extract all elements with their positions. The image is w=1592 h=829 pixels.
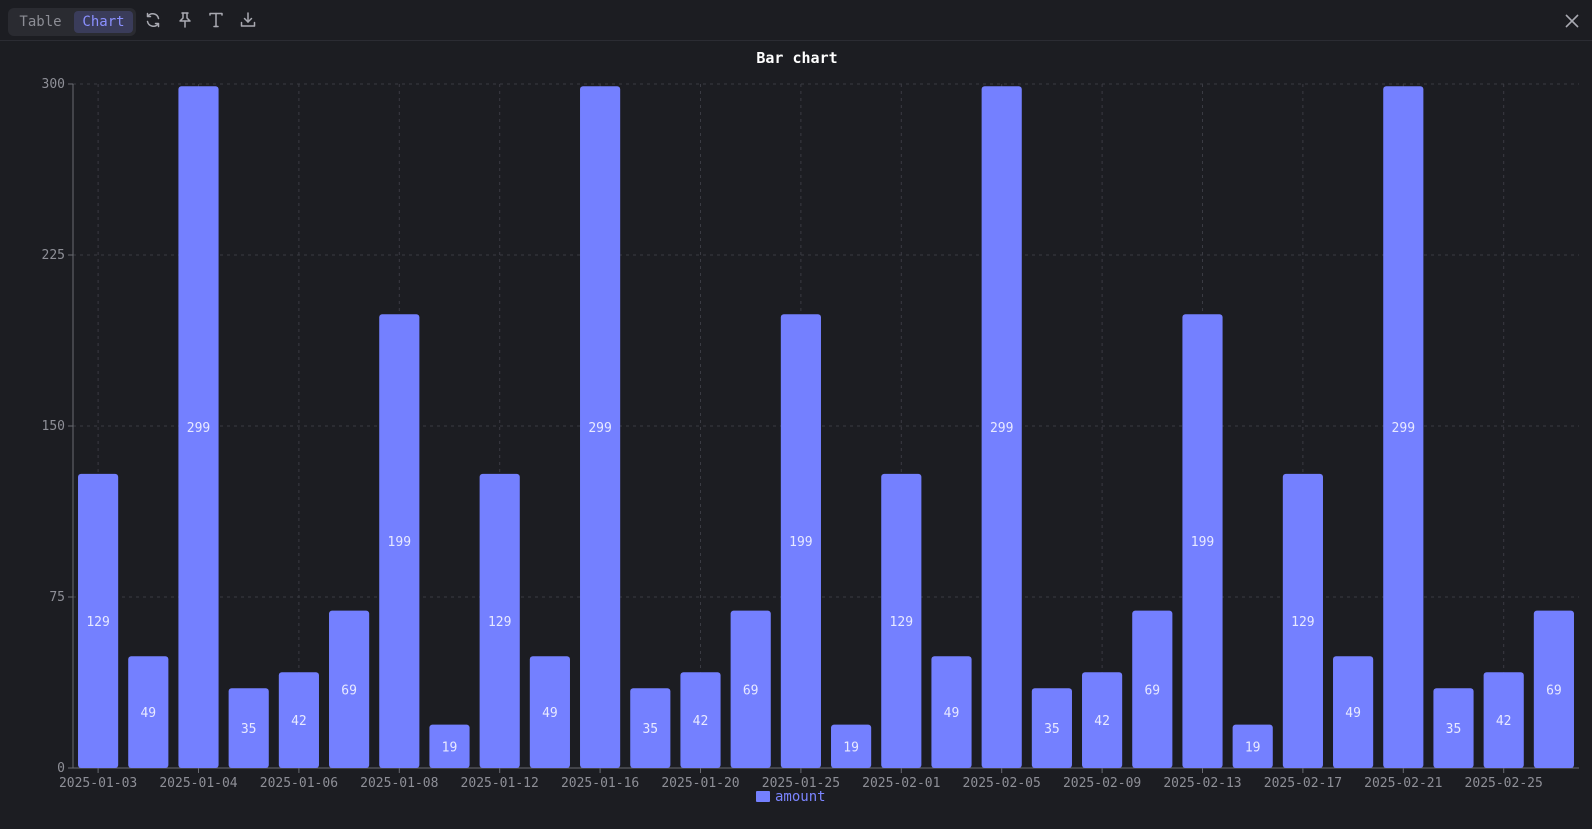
bar-value-label: 69	[1546, 683, 1562, 698]
bar	[529, 656, 570, 768]
bar-value-label: 69	[341, 683, 357, 698]
bar-value-label: 129	[86, 615, 109, 630]
x-tick-label: 2025-01-04	[159, 776, 237, 791]
y-tick-label: 0	[57, 761, 65, 776]
x-tick-label: 2025-01-20	[661, 776, 739, 791]
x-tick-label: 2025-02-25	[1465, 776, 1543, 791]
bar	[981, 86, 1022, 768]
bar	[1082, 672, 1123, 768]
bar	[680, 672, 721, 768]
bar-value-label: 35	[1446, 722, 1462, 737]
bar-value-label: 35	[1044, 722, 1060, 737]
bar-value-label: 19	[442, 740, 458, 755]
bar-value-label: 42	[1496, 714, 1512, 729]
x-tick-label: 2025-02-21	[1364, 776, 1442, 791]
bar-value-label: 299	[990, 421, 1013, 436]
bar-chart: 0 75 150 225 300 2025-01-03 2025-01-04 2025-01-…	[42, 49, 1579, 805]
legend-swatch	[756, 791, 770, 802]
bar-value-label: 129	[488, 615, 511, 630]
x-tick-label: 2025-01-25	[762, 776, 840, 791]
pin-icon[interactable]	[175, 10, 195, 30]
bar-value-label: 19	[1245, 740, 1261, 755]
download-icon[interactable]	[238, 10, 258, 30]
y-tick-label: 150	[42, 419, 65, 434]
bar-value-label: 49	[1345, 706, 1361, 721]
x-tick-label: 2025-02-13	[1163, 776, 1241, 791]
tab-chart[interactable]: Chart	[74, 11, 133, 33]
view-toggle: Table Chart	[8, 8, 136, 36]
refresh-icon[interactable]	[143, 10, 163, 30]
bar	[630, 688, 671, 768]
x-tick-label: 2025-01-03	[59, 776, 137, 791]
bar	[1232, 724, 1273, 768]
bar-value-label: 35	[642, 722, 658, 737]
close-icon[interactable]	[1562, 11, 1580, 29]
y-tick-label: 75	[49, 590, 65, 605]
bar	[780, 314, 821, 768]
bar	[379, 314, 420, 768]
bar	[78, 473, 119, 768]
bar	[278, 672, 319, 768]
bar-value-label: 49	[140, 706, 156, 721]
x-tick-label: 2025-01-06	[260, 776, 338, 791]
bar	[178, 86, 219, 768]
bar-value-label: 69	[743, 683, 759, 698]
chart-title: Bar chart	[756, 49, 837, 67]
bar	[1182, 314, 1223, 768]
bar	[1031, 688, 1072, 768]
bar-value-label: 35	[241, 722, 257, 737]
chart-toolbar: Table Chart	[0, 0, 1592, 41]
x-tick-label: 2025-02-09	[1063, 776, 1141, 791]
x-tick-label: 2025-01-12	[461, 776, 539, 791]
bar-value-label: 69	[1144, 683, 1160, 698]
bar-value-label: 42	[291, 714, 307, 729]
bar-value-label: 299	[588, 421, 611, 436]
bar-value-label: 199	[789, 535, 812, 550]
x-tick-label: 2025-02-01	[862, 776, 940, 791]
x-tick-label: 2025-02-17	[1264, 776, 1342, 791]
bar	[429, 724, 470, 768]
bar	[931, 656, 972, 768]
bar	[831, 724, 872, 768]
bar	[1383, 86, 1424, 768]
bar	[1132, 610, 1173, 768]
x-tick-label: 2025-02-05	[963, 776, 1041, 791]
x-tick-label: 2025-01-08	[360, 776, 438, 791]
bar	[730, 610, 771, 768]
y-tick-label: 300	[42, 77, 65, 92]
bar	[1483, 672, 1524, 768]
bar	[329, 610, 370, 768]
text-icon[interactable]	[206, 10, 226, 30]
bar	[479, 473, 520, 768]
y-tick-label: 225	[42, 248, 65, 263]
bar	[580, 86, 621, 768]
bar-value-label: 49	[944, 706, 960, 721]
legend[interactable]: amount	[756, 789, 826, 805]
bar	[1533, 610, 1574, 768]
bar	[1333, 656, 1374, 768]
legend-label: amount	[775, 789, 826, 805]
bar-value-label: 129	[890, 615, 913, 630]
bar-value-label: 299	[187, 421, 210, 436]
bar	[228, 688, 269, 768]
bar-value-label: 199	[1191, 535, 1214, 550]
x-tick-label: 2025-01-16	[561, 776, 639, 791]
bar-value-label: 42	[693, 714, 709, 729]
bar	[1282, 473, 1323, 768]
tab-table[interactable]: Table	[19, 14, 62, 30]
bar	[881, 473, 922, 768]
bar-value-label: 49	[542, 706, 558, 721]
bar-value-label: 299	[1392, 421, 1415, 436]
bar	[128, 656, 169, 768]
bar-value-label: 129	[1291, 615, 1314, 630]
bar-value-label: 199	[388, 535, 411, 550]
bar-value-label: 42	[1094, 714, 1110, 729]
bar-value-label: 19	[843, 740, 859, 755]
bar	[1433, 688, 1474, 768]
